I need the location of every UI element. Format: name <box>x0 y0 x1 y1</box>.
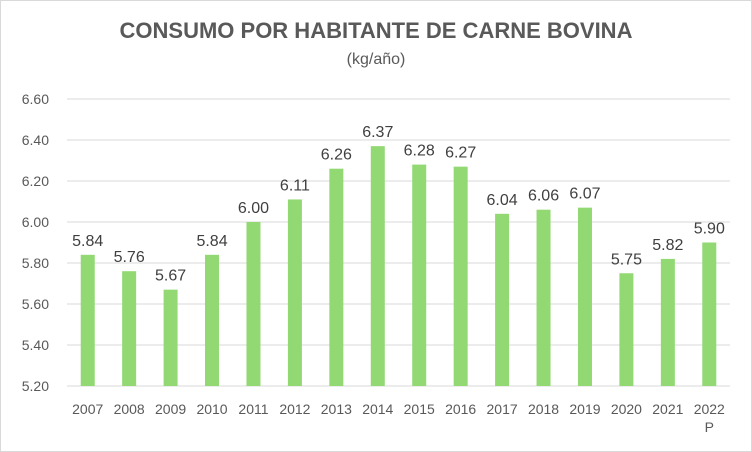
bar <box>660 258 675 386</box>
data-label: 5.84 <box>72 233 103 250</box>
y-tick-label: 6.20 <box>22 173 49 189</box>
y-tick-label: 5.20 <box>22 378 49 394</box>
x-tick-label: 2012 <box>279 401 310 417</box>
x-tick-label: 2019 <box>569 401 600 417</box>
y-tick-label: 5.40 <box>22 337 49 353</box>
bars <box>80 146 717 386</box>
y-tick-label: 5.80 <box>22 255 49 271</box>
bar <box>122 271 137 386</box>
bar <box>246 222 261 386</box>
y-tick-label: 6.60 <box>22 91 49 107</box>
y-tick-label: 6.40 <box>22 132 49 148</box>
bar <box>453 166 468 386</box>
x-tick-label: 2021 <box>652 401 683 417</box>
data-label: 6.28 <box>404 143 435 160</box>
data-label: 6.00 <box>238 200 269 217</box>
chart-title: CONSUMO POR HABITANTE DE CARNE BOVINA <box>119 18 633 43</box>
data-label: 6.06 <box>528 188 559 205</box>
data-label: 5.67 <box>155 268 186 285</box>
x-tick-label: 2011 <box>238 401 268 417</box>
chart-subtitle: (kg/año) <box>346 51 406 68</box>
data-label: 6.26 <box>321 147 352 164</box>
bar <box>163 289 178 386</box>
y-tick-label: 6.00 <box>22 214 49 230</box>
data-label: 5.84 <box>196 233 227 250</box>
bar <box>495 213 510 386</box>
x-axis-ticks: 2007 2008 2009 2010 2011 2012 2013 2014 2015 2016… <box>72 401 725 435</box>
bar <box>412 164 427 386</box>
data-label: 6.37 <box>362 124 393 141</box>
data-label: 5.76 <box>114 249 145 266</box>
bar <box>287 199 302 386</box>
bar <box>577 207 592 386</box>
data-label: 5.75 <box>611 251 642 268</box>
data-label: 5.90 <box>694 221 725 238</box>
bar <box>370 146 385 386</box>
bar <box>205 254 220 386</box>
y-axis-ticks: 5.20 5.40 5.60 5.80 6.00 6.20 6.40 6.60 <box>22 91 49 394</box>
bar <box>619 273 634 386</box>
x-tick-label: 2010 <box>196 401 227 417</box>
data-label: 5.82 <box>652 237 683 254</box>
data-label: 6.11 <box>280 177 310 194</box>
data-label: 6.27 <box>445 145 476 162</box>
x-tick-label: 2018 <box>528 401 559 417</box>
x-tick-label: 2017 <box>487 401 518 417</box>
x-tick-label: 2020 <box>611 401 642 417</box>
x-tick-label: 2007 <box>72 401 103 417</box>
bar <box>329 168 344 386</box>
x-tick-label: 2022 P <box>694 401 725 435</box>
x-tick-label: 2015 <box>404 401 435 417</box>
y-tick-label: 5.60 <box>22 296 49 312</box>
bar <box>702 242 717 386</box>
x-tick-label: 2013 <box>321 401 352 417</box>
data-labels: 5.84 5.76 5.67 5.84 6.00 6.11 6.26 6.37 6.28 6.27… <box>72 124 725 285</box>
bar <box>536 209 551 386</box>
x-tick-label: 2014 <box>362 401 393 417</box>
data-label: 6.04 <box>487 192 518 209</box>
x-tick-label: 2009 <box>155 401 186 417</box>
bar <box>80 254 95 386</box>
data-label: 6.07 <box>569 186 600 203</box>
x-tick-label: 2008 <box>114 401 145 417</box>
x-tick-label: 2016 <box>445 401 476 417</box>
